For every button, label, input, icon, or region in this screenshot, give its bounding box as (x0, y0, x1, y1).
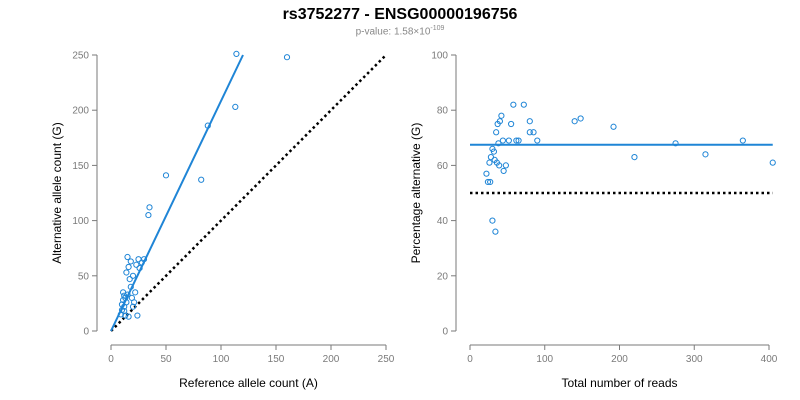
plot-1-y-axis-title: Alternative allele count (G) (50, 122, 64, 263)
plot-2-data-point (631, 154, 638, 161)
plot-1-data-point (140, 256, 148, 263)
plot-2-data-point (508, 120, 515, 128)
plot-1-y-tick-label: 100 (72, 216, 89, 227)
plot-2-data-point (739, 137, 746, 144)
plot-2-data-point (571, 118, 578, 125)
plot-2-data-point (513, 137, 520, 144)
plot-2-data-point (486, 159, 493, 166)
plot-2-data-point (530, 129, 537, 136)
plot-1-data-point (129, 303, 137, 310)
plot-2-data-point (483, 170, 490, 177)
plot-2-y-tick-label: 80 (437, 106, 449, 117)
plot-1-data-point (124, 291, 131, 298)
chart-title: rs3752277 - ENSG00000196756 (282, 6, 518, 23)
plot-2-x-axis-title: Total number of reads (561, 376, 677, 390)
plot-2-x-tick-label: 200 (611, 354, 628, 365)
plot-1-data-point (124, 253, 131, 261)
plot-1-y-tick-label: 50 (78, 271, 90, 282)
plot-2-data-point (496, 162, 503, 169)
plot-1-data-point (125, 313, 132, 320)
plot-1-data-point (122, 312, 129, 319)
plot-1-data-point (127, 283, 134, 290)
plot-2-data-point (495, 140, 502, 147)
plot-2-data-point (489, 217, 496, 224)
plot-1-data-point (232, 103, 239, 110)
plot-1-data-point (121, 308, 128, 315)
plot-1-data-point (233, 50, 240, 57)
plot-2-data-point (502, 162, 509, 169)
plot-1-data-point (204, 122, 211, 129)
plot-1-x-tick-label: 250 (378, 354, 395, 365)
plot-1-x-tick-label: 50 (160, 354, 172, 365)
plot-1-y-tick-label: 150 (72, 161, 89, 172)
plot-1: 0 50 100 150 200 250 0 50 100 150 200 250 Reference … (50, 51, 395, 391)
plot-1-data-point (117, 311, 125, 318)
plot-2-x-tick-label: 400 (761, 354, 778, 365)
plot-1-data-point (127, 258, 134, 265)
plot-2-data-point (769, 159, 776, 166)
plot-2-x-tick-label: 0 (467, 354, 473, 365)
plot-2-data-point (702, 151, 709, 158)
plot-1-x-tick-label: 200 (323, 354, 340, 365)
plot-2-data-point (487, 178, 494, 186)
plot-1-data-point (283, 54, 291, 61)
plot-1-x-tick-label: 100 (213, 354, 230, 365)
plot-2-data-point (499, 137, 506, 144)
plot-2-data-point (505, 137, 512, 144)
plot-2-data-point (490, 148, 498, 155)
plot-1-data-point (125, 263, 132, 271)
plot-2-data-point (672, 140, 679, 147)
plot-2-data-point (610, 123, 617, 130)
plot-2-data-point (526, 129, 533, 136)
plot-2-x-tick-label: 300 (686, 354, 703, 365)
plot-1-data-point (134, 312, 141, 319)
plot-2-data-point (493, 129, 500, 136)
plot-2-data-point (498, 112, 505, 119)
plot-1-data-point (145, 211, 152, 219)
plot-1-x-tick-label: 0 (108, 354, 114, 365)
plot-2-data-point (515, 137, 522, 144)
plot-1-reference-line (110, 54, 387, 332)
plot-1-data-point (198, 176, 205, 183)
plot-1-data-point (162, 172, 170, 179)
plot-1-data-point (131, 299, 138, 306)
plot-1-data-point (146, 204, 153, 211)
chart-subtitle: p-value: 1.58×10-109 (0, 25, 800, 37)
plot-2-data-point (520, 101, 527, 108)
plot-1-data-point (123, 269, 130, 276)
plot-1-y-tick-label: 250 (72, 51, 89, 62)
plot-2-data-point (510, 101, 517, 108)
plot-2-y-tick-label: 40 (437, 216, 449, 227)
plot-2-y-axis-title: Percentage alternative (G) (409, 123, 423, 264)
plot-1-data-point (129, 272, 137, 279)
p-value-text: p-value: 1.58×10 (355, 26, 431, 38)
p-value-exponent: -109 (430, 25, 445, 32)
plot-2-y-tick-label: 0 (442, 327, 448, 338)
plot-2: 0 100 200 300 400 0 20 40 60 80 100 Total number of… (409, 51, 778, 391)
plot-1-x-tick-label: 150 (268, 354, 285, 365)
plot-1-data-point (123, 299, 130, 306)
plot-1-data-point (132, 289, 139, 296)
plot-2-y-tick-label: 60 (437, 161, 449, 172)
plot-2-data-point (484, 178, 492, 186)
plot-1-y-tick-label: 200 (72, 106, 89, 117)
plot-2-data-point (500, 167, 507, 175)
plot-2-x-tick-label: 100 (536, 354, 553, 365)
plot-1-data-point (136, 264, 143, 272)
plot-2-data-point (496, 118, 503, 125)
plot-2-data-point (534, 137, 541, 144)
plot-2-y-tick-label: 100 (431, 51, 448, 62)
plot-1-data-point (133, 261, 140, 268)
plot-2-data-point (526, 118, 533, 125)
plot-2-data-point (577, 115, 584, 122)
plot-2-data-point (492, 228, 499, 235)
plot-1-y-tick-label: 0 (83, 327, 89, 338)
plot-2-y-tick-label: 20 (437, 271, 449, 282)
plot-1-data-point (126, 276, 133, 283)
plot-1-x-axis-title: Reference allele count (A) (179, 376, 318, 390)
